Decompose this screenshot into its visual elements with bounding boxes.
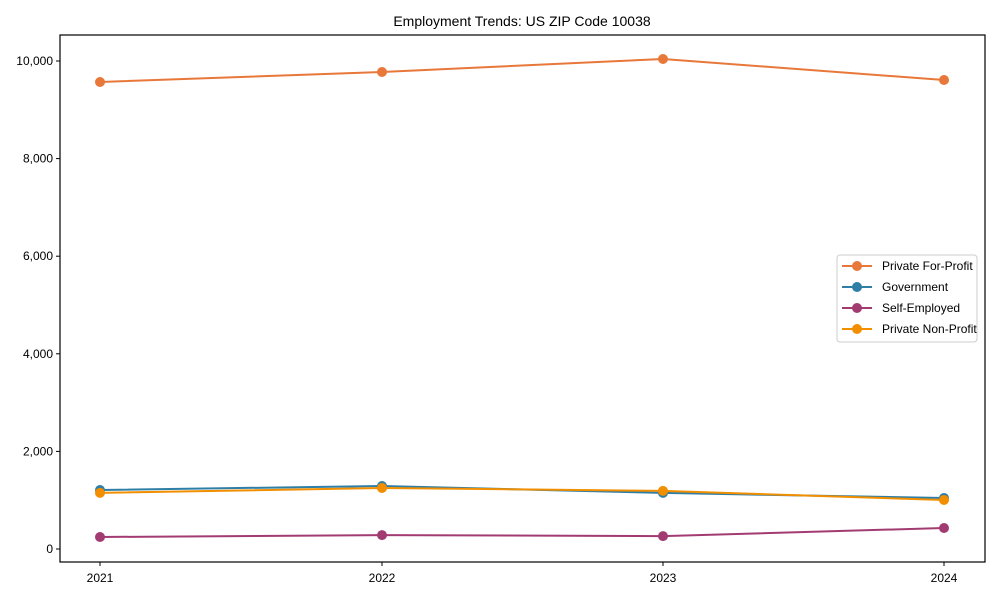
x-tick-label: 2021 [87, 571, 114, 585]
y-tick-label: 8,000 [23, 152, 53, 166]
legend-item: Private For-Profit [842, 259, 973, 273]
legend-marker-icon [852, 261, 862, 271]
data-point-marker [658, 485, 668, 496]
data-point-marker [658, 54, 668, 64]
legend-label: Self-Employed [882, 301, 960, 315]
x-tick-label: 2023 [650, 571, 677, 585]
legend-item: Self-Employed [842, 301, 960, 315]
x-axis: 2021 2022 2023 2024 [87, 562, 958, 585]
data-point-marker [95, 77, 105, 87]
legend-box [836, 254, 978, 343]
data-point-marker [377, 530, 387, 541]
x-tick-label: 2022 [369, 571, 396, 585]
legend-marker-icon [852, 324, 862, 334]
series-layer [95, 54, 949, 542]
legend-label: Private Non-Profit [882, 322, 977, 336]
legend-marker-icon [852, 282, 862, 292]
legend-label: Government [882, 280, 949, 294]
plot-frame [59, 34, 986, 563]
data-point-marker [377, 67, 387, 77]
data-point-marker [377, 483, 387, 493]
y-tick-label: 0 [46, 542, 53, 556]
data-point-marker [95, 487, 105, 498]
y-tick-label: 4,000 [23, 347, 53, 361]
legend-label: Private For-Profit [882, 259, 973, 273]
y-tick-label: 6,000 [23, 249, 53, 263]
plot-area [59, 34, 986, 563]
legend-marker-icon [852, 303, 862, 313]
chart-title: Employment Trends: US ZIP Code 10038 [393, 13, 651, 29]
series-line [99, 57, 945, 83]
data-point-marker [939, 495, 949, 505]
legend-item: Government [842, 280, 949, 294]
data-point-marker [939, 75, 949, 85]
series-private-for-profit [95, 54, 949, 87]
y-tick-label: 2,000 [23, 444, 53, 458]
series-self-employed [95, 523, 949, 542]
y-axis: 0 2,000 4,000 6,000 8,000 10,000 [16, 54, 60, 556]
x-tick-label: 2024 [931, 571, 958, 585]
data-point-marker [658, 531, 668, 542]
legend-item: Private Non-Profit [842, 322, 977, 336]
series-line [99, 486, 945, 501]
legend: Private For-Profit Government Self-Employe… [836, 254, 978, 343]
series-private-non-profit [95, 483, 949, 505]
data-point-marker [939, 523, 949, 533]
series-line [99, 527, 945, 538]
data-point-marker [95, 532, 105, 542]
y-tick-label: 10,000 [16, 54, 53, 68]
